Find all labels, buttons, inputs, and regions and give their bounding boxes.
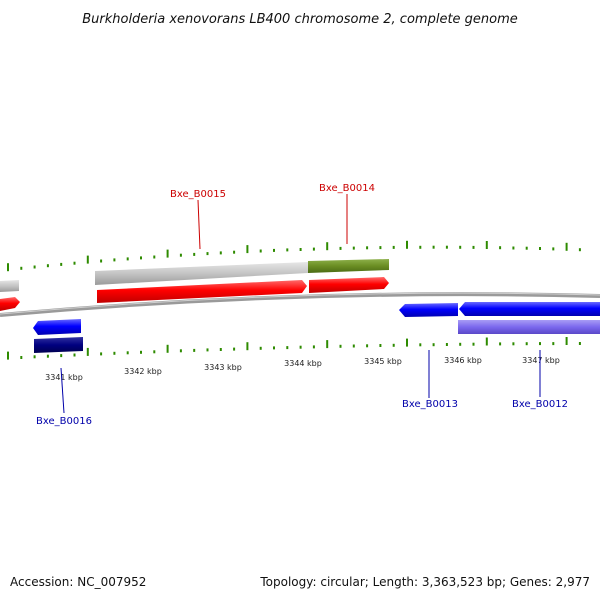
leader-b0015	[197, 199, 201, 250]
leader-b0016	[60, 367, 65, 414]
cds-forward-b0015[interactable]	[97, 280, 307, 303]
gene-label-b0012[interactable]: Bxe_B0012	[512, 399, 568, 410]
gene-label-b0013[interactable]: Bxe_B0013	[402, 399, 458, 410]
cds-forward-b0014[interactable]	[309, 277, 389, 293]
accession-text: Accession: NC_007952	[10, 575, 147, 589]
kbp-label: 3345 kbp	[364, 357, 402, 366]
gene-bar-grey-b0015[interactable]	[95, 262, 308, 285]
gene-bar-purple-b0012[interactable]	[458, 320, 600, 334]
kbp-label: 3341 kbp	[45, 373, 83, 382]
kbp-label: 3342 kbp	[124, 367, 162, 376]
cds-forward-left[interactable]	[0, 297, 20, 311]
cds-reverse-b0012[interactable]	[459, 302, 600, 316]
gene-label-b0015[interactable]: Bxe_B0015	[170, 189, 226, 200]
gene-bar-green-b0014[interactable]	[308, 259, 389, 273]
cds-reverse-b0016[interactable]	[33, 319, 81, 335]
tick-row-bottom	[7, 337, 581, 360]
cds-reverse-b0013[interactable]	[399, 303, 458, 317]
gene-label-b0016[interactable]: Bxe_B0016	[36, 416, 92, 427]
kbp-label: 3346 kbp	[444, 356, 482, 365]
kbp-labels: 3341 kbp 3342 kbp 3343 kbp 3344 kbp 3345…	[45, 356, 560, 382]
genome-backbone-highlight	[0, 292, 600, 315]
map-title: Burkholderia xenovorans LB400 chromosome…	[82, 12, 518, 27]
kbp-label: 3344 kbp	[284, 359, 322, 368]
gene-label-b0014[interactable]: Bxe_B0014	[319, 183, 375, 194]
gene-bar-navy-b0016[interactable]	[34, 337, 83, 353]
tick-row-top	[7, 240, 581, 272]
topology-summary: Topology: circular; Length: 3,363,523 bp…	[260, 575, 590, 589]
gene-bar-grey-left[interactable]	[0, 280, 19, 292]
genome-backbone	[0, 292, 600, 317]
kbp-label: 3347 kbp	[522, 356, 560, 365]
kbp-label: 3343 kbp	[204, 363, 242, 372]
